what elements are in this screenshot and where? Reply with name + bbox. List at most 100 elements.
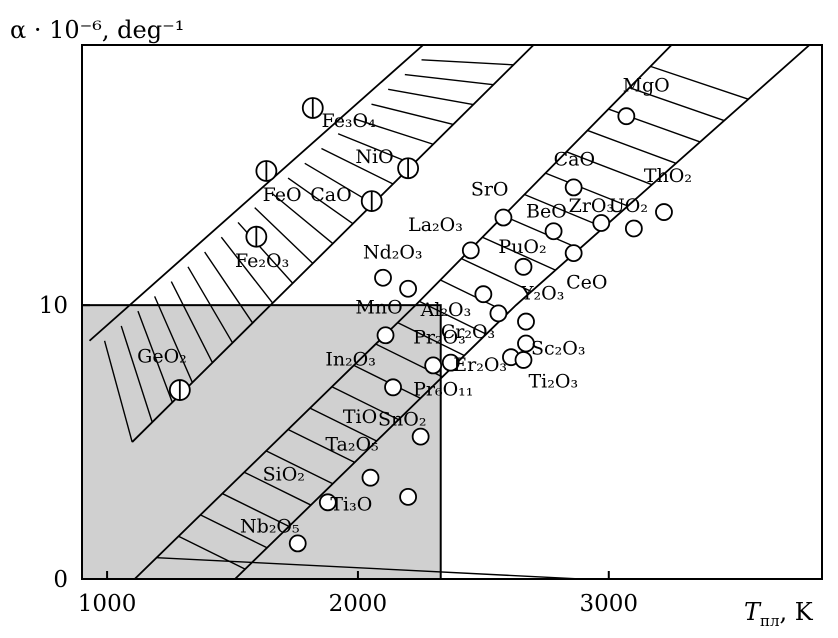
data-point-marker	[361, 468, 380, 487]
data-point	[489, 304, 508, 323]
zone-edges	[88, 45, 811, 579]
point-label: UO₂	[609, 195, 648, 217]
point-label: Sc₂O₃	[531, 337, 585, 359]
data-point	[624, 219, 643, 238]
upper-band-lower-edge	[131, 45, 535, 443]
hatch-line-upper	[287, 177, 354, 225]
data-point	[461, 241, 480, 260]
hatch-line-upper	[254, 207, 314, 264]
lower-band-upper-edge	[134, 45, 673, 579]
x-axis-label-unit: , K	[780, 598, 814, 626]
point-label: SrO	[471, 179, 509, 201]
point-label: PuO₂	[498, 236, 546, 258]
point-label: Y₂O₃	[520, 283, 564, 305]
data-point-marker	[517, 312, 535, 331]
point-label: Al₂O₃	[420, 299, 472, 321]
y-axis-label: α · 10⁻⁶, deg⁻¹	[10, 16, 184, 44]
point-label: Ta₂O₅	[325, 433, 378, 455]
point-label: Ti₃O	[330, 494, 372, 516]
data-point-marker	[384, 378, 402, 397]
data-point	[592, 214, 611, 232]
point-label: ThO₂	[644, 165, 692, 187]
hatch-line-lower	[524, 193, 604, 229]
hatch-line-lower	[265, 450, 334, 485]
data-point	[288, 534, 307, 553]
hatch-line-upper	[421, 59, 514, 66]
hatch-line-lower	[222, 492, 290, 528]
hatch-line-lower	[503, 215, 580, 250]
data-point	[397, 157, 420, 180]
data-point-marker	[564, 178, 583, 197]
hatch-line-lower	[650, 65, 749, 100]
data-point	[255, 160, 278, 182]
data-point-marker	[544, 222, 563, 241]
hatch-line-lower	[243, 471, 312, 506]
hatch-line-lower	[566, 151, 653, 186]
data-point-marker	[624, 219, 643, 238]
point-label: Pr₂O₃	[413, 326, 466, 348]
data-point-marker	[399, 279, 418, 298]
data-point	[384, 378, 402, 397]
point-label: La₂O₃	[408, 214, 463, 236]
hatch-line-lower	[397, 322, 465, 357]
upper-band-upper-edge	[88, 45, 424, 342]
lower-band-lower-edge	[234, 45, 811, 579]
hatch-line-upper	[337, 133, 414, 165]
point-label: Er₂O₃	[453, 354, 507, 376]
hatch-line-upper	[120, 325, 153, 423]
point-label: ZrO₃	[569, 195, 614, 217]
data-point-marker	[617, 107, 636, 126]
point-label: Fe₂O₃	[235, 250, 289, 272]
data-point-marker	[514, 257, 533, 276]
hatch-group	[103, 45, 749, 579]
point-label: CaO	[554, 148, 595, 170]
data-point	[514, 351, 533, 369]
hatch-line-upper	[354, 118, 434, 145]
hatch-line-upper	[204, 251, 254, 324]
hatch-line-lower	[287, 428, 356, 463]
x-axis-label-sub: пл	[760, 612, 780, 630]
hatch-line-lower	[629, 87, 725, 122]
data-point	[301, 97, 324, 119]
data-point	[514, 257, 533, 276]
hatch-line-lower	[309, 407, 377, 442]
hatch-line-upper	[270, 192, 334, 245]
x-tick-label: 3000	[580, 591, 639, 617]
hatch-line-upper	[187, 266, 234, 344]
point-label: TiO	[343, 406, 377, 428]
data-point-marker	[288, 534, 307, 553]
hatch-line-lower	[461, 257, 532, 293]
point-label: CaO	[310, 184, 351, 206]
data-point	[399, 487, 418, 506]
data-point-marker	[592, 214, 611, 232]
data-point	[424, 356, 443, 375]
data-point	[564, 244, 583, 263]
data-point-marker	[494, 208, 513, 227]
data-point	[168, 379, 191, 401]
hatch-line-upper	[388, 88, 474, 106]
data-point	[376, 326, 395, 345]
point-label: Nd₂O₃	[363, 242, 423, 264]
hatch-line-upper	[103, 340, 133, 443]
data-point-marker	[376, 326, 395, 345]
point-label: NiO	[355, 146, 393, 168]
y-tick-label: 10	[39, 293, 68, 319]
data-point-marker	[424, 356, 443, 375]
data-point-marker	[514, 351, 533, 369]
x-axis-label-main: T	[744, 598, 762, 626]
data-point-marker	[318, 493, 337, 512]
data-point	[517, 312, 535, 331]
x-tick-label: 2000	[329, 591, 388, 617]
hatch-line-upper	[153, 296, 194, 383]
hatch-line-upper	[220, 236, 274, 304]
data-point-marker	[474, 285, 493, 304]
point-label: FeO	[263, 184, 302, 206]
point-label: Fe₃O₄	[322, 110, 377, 132]
points	[168, 97, 673, 553]
hatch-line-lower	[200, 514, 268, 549]
point-label: GeO₂	[137, 346, 187, 368]
data-point	[617, 107, 636, 126]
data-point	[361, 468, 380, 487]
ticks: 1000 2000 3000 0 10	[39, 293, 638, 617]
